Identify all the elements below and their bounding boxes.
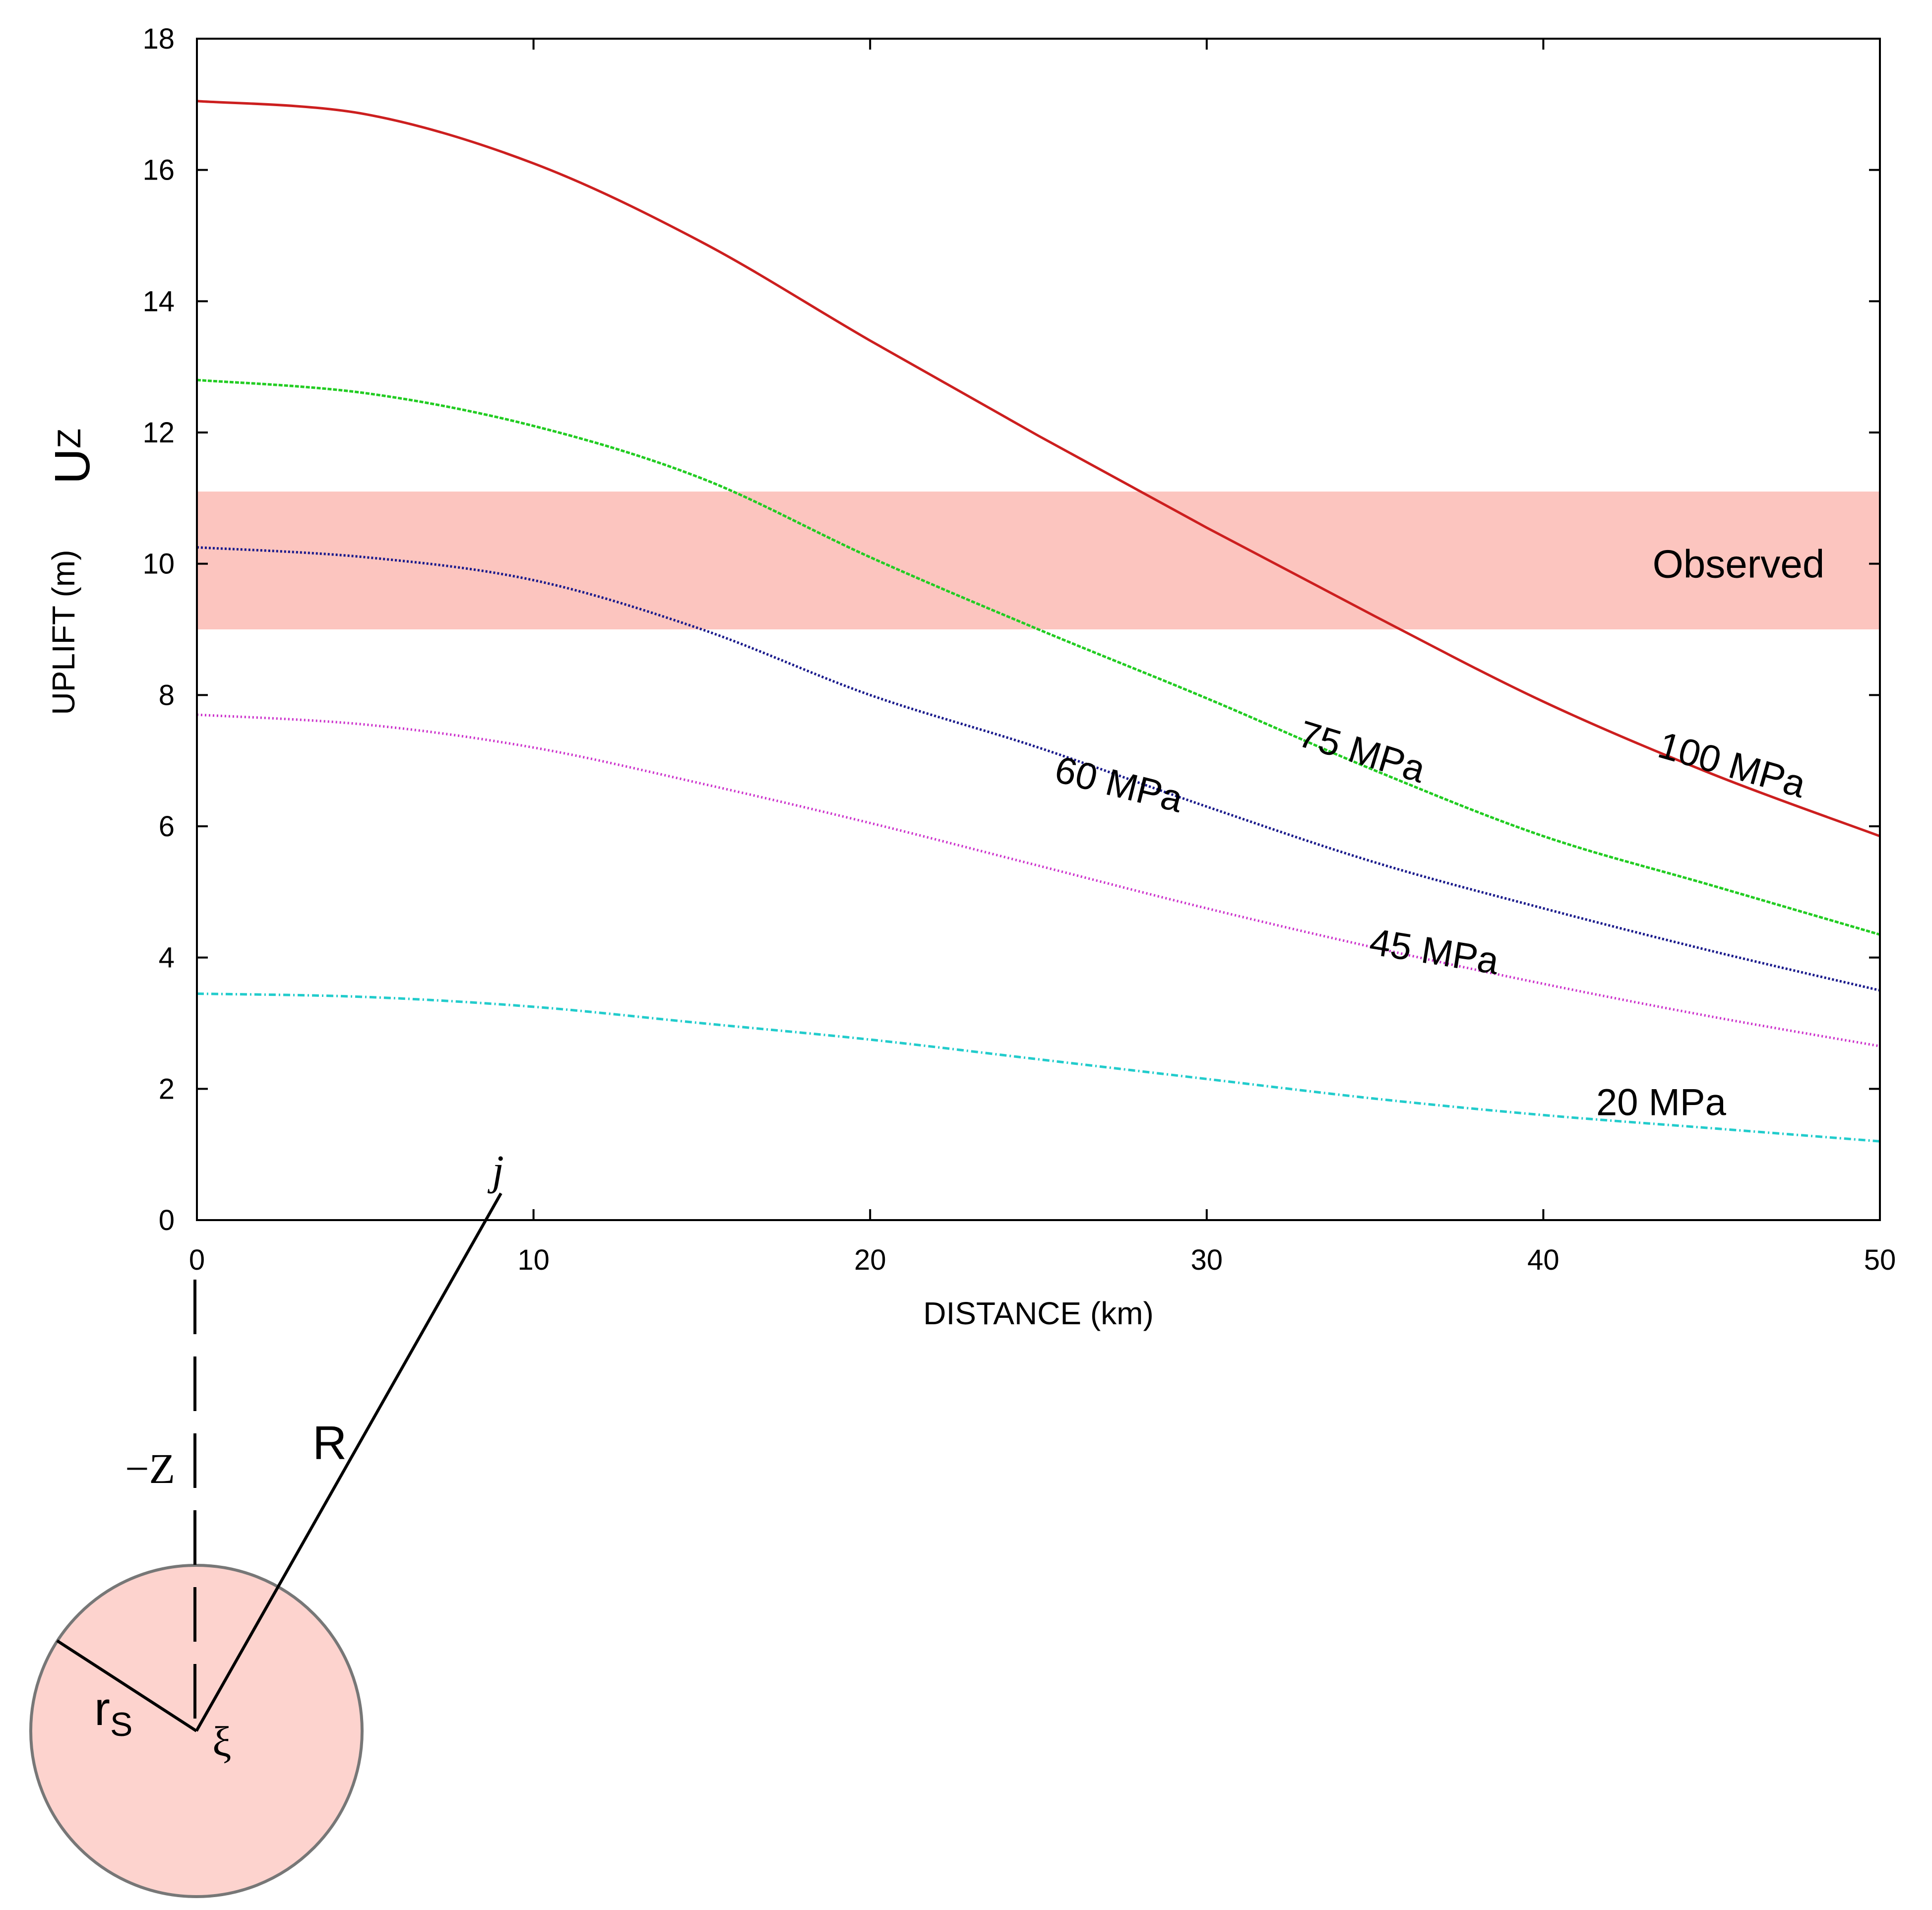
curve-label: 20 MPa (1596, 1081, 1727, 1123)
curve-label: 60 MPa (1051, 748, 1187, 821)
series-line-20-mpa (196, 992, 1880, 1143)
tick-labels: 0 10 20 30 40 50 0 2 4 6 8 10 12 14 16 18 (142, 23, 1896, 1276)
plot-area: 0 10 20 30 40 50 0 2 4 6 8 10 12 14 16 18 100 MPa 75 MPa… (142, 23, 1896, 1276)
x-axis-title: DISTANCE (km) (923, 1295, 1154, 1331)
x-tick-label: 30 (1191, 1244, 1223, 1276)
y-tick-label: 8 (159, 679, 175, 711)
y-tick-label: 2 (159, 1073, 175, 1105)
y-tick-label: 16 (142, 154, 175, 186)
radius-rs-label: rS (94, 1682, 132, 1743)
point-j-label: j (487, 1146, 504, 1194)
curve-label: 100 MPa (1654, 724, 1811, 806)
source-diagram: j R −Z rS ξ (29, 1146, 504, 1898)
y-tick-label: 12 (142, 417, 175, 449)
series-line-75-mpa (196, 378, 1880, 936)
observed-band (197, 492, 1880, 629)
series-line-60-mpa (196, 546, 1880, 992)
x-tick-label: 0 (189, 1244, 205, 1276)
radius-r-text: r (94, 1682, 110, 1735)
curve-label: 45 MPa (1367, 921, 1502, 983)
y-tick-label: 4 (159, 942, 175, 974)
series-layer (196, 100, 1880, 1143)
x-tick-label: 20 (854, 1244, 886, 1276)
observed-label: Observed (1653, 542, 1825, 586)
y-tick-label: 18 (142, 23, 175, 55)
y-symbol-sub: Z (51, 429, 87, 448)
depth-z-label: −Z (125, 1445, 175, 1492)
y-symbol-main: U (45, 448, 100, 484)
y-axis-title: UPLIFT (m) (46, 550, 81, 715)
curve-labels: 100 MPa 75 MPa 60 MPa 45 MPa 20 MPa (1051, 713, 1810, 1123)
series-line-45-mpa (196, 713, 1880, 1047)
y-axis-symbol: UZ (45, 429, 100, 485)
radius-sub-text: S (110, 1706, 132, 1743)
x-tick-label: 50 (1864, 1244, 1896, 1276)
y-tick-label: 10 (142, 548, 175, 580)
distance-line (195, 1192, 502, 1732)
series-line-100-mpa (196, 100, 1880, 838)
distance-r-label: R (312, 1417, 347, 1470)
y-tick-label: 0 (159, 1204, 175, 1236)
plot-frame (196, 38, 1881, 1221)
curve-label: 75 MPa (1294, 713, 1431, 791)
y-tick-label: 14 (142, 285, 175, 317)
axis-ticks (196, 38, 1881, 1221)
radius-line (56, 1639, 197, 1732)
x-tick-label: 10 (517, 1244, 550, 1276)
x-tick-label: 40 (1527, 1244, 1559, 1276)
y-tick-label: 6 (159, 810, 175, 843)
source-xi-label: ξ (212, 1718, 231, 1765)
